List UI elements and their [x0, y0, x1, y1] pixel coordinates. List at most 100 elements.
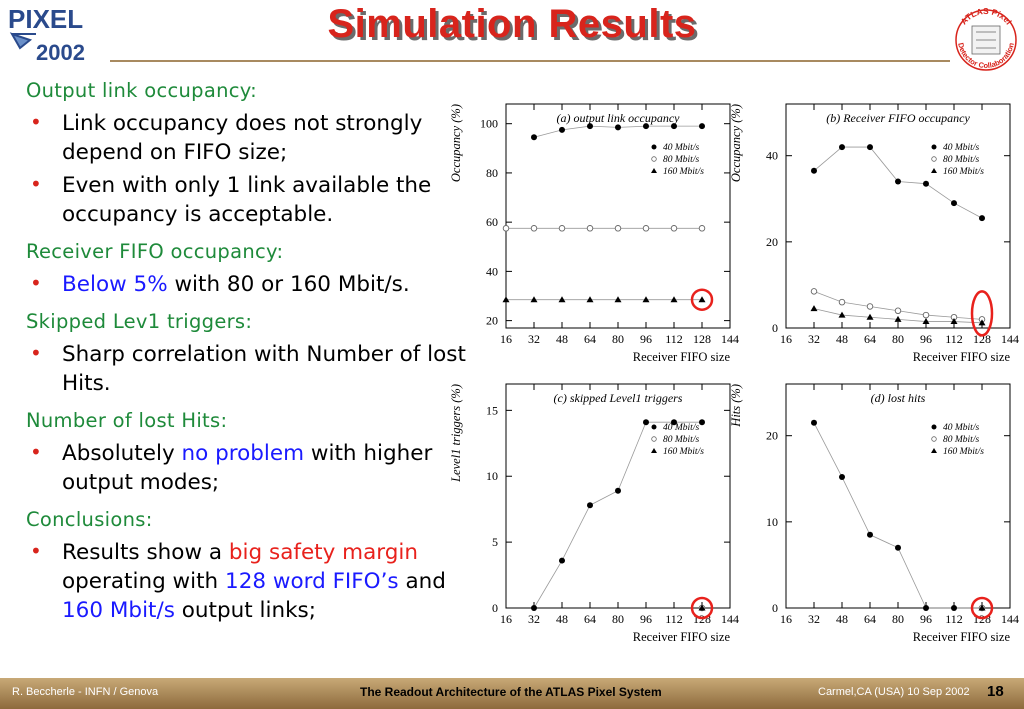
x-tick-label: 112	[945, 612, 963, 626]
y-tick-label: 0	[492, 601, 498, 615]
legend-marker	[651, 168, 657, 173]
data-point	[698, 225, 706, 232]
x-tick-label: 32	[808, 612, 820, 626]
data-point	[839, 474, 845, 481]
bullet-marker: •	[30, 271, 42, 295]
heading-receiver-fifo: Receiver FIFO occupancy:	[26, 240, 284, 263]
plot-frame	[505, 383, 731, 609]
x-tick-label: 48	[556, 612, 568, 626]
x-tick-label: 80	[612, 612, 624, 626]
x-axis-label: Receiver FIFO size	[633, 350, 731, 362]
data-point	[670, 296, 678, 303]
bullet-item: • Results show a big safety margin operat…	[26, 538, 466, 625]
footer-venue-date: Carmel,CA (USA) 10 Sep 2002	[818, 686, 970, 698]
legend-label: 80 Mbit/s	[663, 435, 699, 445]
x-tick-label: 96	[640, 612, 652, 626]
data-point	[811, 167, 817, 174]
data-point	[558, 296, 566, 303]
chart-title: (c) skipped Level1 triggers	[554, 391, 683, 405]
chart-skipped-level1: 16 32 48 64 80 96 112 128 144 0 5 10 15 Receiver FIFO…	[440, 376, 740, 642]
bullet-marker: •	[30, 341, 42, 365]
data-point	[923, 180, 929, 187]
data-point	[699, 123, 705, 130]
data-point	[586, 296, 594, 303]
data-point	[951, 200, 957, 207]
x-tick-label: 16	[780, 332, 792, 346]
data-point	[671, 123, 677, 130]
x-tick-label: 112	[665, 612, 683, 626]
bullet-text-5-mid: operating with	[62, 569, 226, 594]
chart-output-link-occupancy: 16 32 48 64 80 96 112 128 144 20 40 60 80 100 Receiver…	[440, 96, 740, 362]
y-tick-label: 40	[486, 264, 498, 278]
x-tick-label: 16	[500, 612, 512, 626]
legend-label: 160 Mbit/s	[663, 447, 704, 457]
data-point	[671, 419, 677, 426]
data-point	[586, 225, 594, 232]
bullet-text-4-pre: Absolutely	[62, 441, 182, 466]
x-axis-label: Receiver FIFO size	[633, 630, 731, 642]
data-point	[979, 215, 985, 222]
y-tick-label: 0	[772, 321, 778, 335]
data-point	[895, 178, 901, 185]
x-tick-label: 64	[584, 332, 596, 346]
x-tick-label: 144	[721, 332, 739, 346]
data-point	[559, 126, 565, 133]
x-tick-label: 144	[721, 612, 739, 626]
y-tick-label: 5	[492, 535, 498, 549]
x-tick-label: 96	[640, 332, 652, 346]
y-tick-label: 100	[480, 117, 498, 131]
legend-marker	[931, 424, 937, 430]
data-point	[978, 319, 986, 326]
bullet-text-5-blue2: 160 Mbit/s	[62, 598, 175, 623]
highlight-circle	[690, 596, 714, 620]
y-axis-label: Level1 triggers (%)	[449, 384, 463, 483]
y-tick-label: 20	[766, 235, 778, 249]
data-point	[699, 419, 705, 426]
data-point	[559, 557, 565, 564]
data-point	[810, 288, 818, 295]
data-point	[670, 225, 678, 232]
legend-label: 40 Mbit/s	[943, 143, 979, 153]
chart-title: (d) lost hits	[871, 391, 926, 405]
chart-b-svg: 16 32 48 64 80 96 112 128 144 0 20 40 Receiver FIFO …	[729, 103, 1019, 362]
data-point	[502, 225, 510, 232]
bullet-marker: •	[30, 440, 42, 464]
data-point	[867, 531, 873, 538]
x-tick-label: 80	[892, 332, 904, 346]
data-point	[698, 296, 706, 303]
y-axis-label: Occupancy (%)	[729, 104, 743, 182]
pixel2002-logo: PIXEL 2002	[6, 4, 106, 66]
data-point	[642, 225, 650, 232]
logo-right-top-text: ATLAS Pixel	[958, 6, 1013, 26]
bullet-marker: •	[30, 172, 42, 196]
data-point	[614, 225, 622, 232]
x-tick-label: 80	[892, 612, 904, 626]
y-tick-label: 80	[486, 166, 498, 180]
x-tick-label: 96	[920, 612, 932, 626]
data-point	[587, 123, 593, 130]
bullet-marker: •	[30, 539, 42, 563]
chart-lost-hits: 16 32 48 64 80 96 112 128 144 0 10 20 Receiver FIFO …	[720, 376, 1020, 642]
legend-marker	[931, 436, 937, 442]
bullet-text-5-and: and	[398, 569, 446, 594]
data-point	[530, 296, 538, 303]
legend-label: 80 Mbit/s	[943, 155, 979, 165]
bullet-item: • Sharp correlation with Number of lost H…	[26, 340, 466, 398]
data-point	[950, 318, 958, 325]
data-point	[951, 605, 957, 611]
bullet-text-5-blue1: 128 word FIFO’s	[225, 569, 399, 594]
x-tick-label: 64	[584, 612, 596, 626]
tree-icon	[9, 32, 36, 50]
bullet-item: • Even with only 1 link available the occ…	[26, 171, 466, 229]
legend-marker	[931, 144, 937, 150]
bullet-text-4-emph: no problem	[181, 441, 305, 466]
data-point	[895, 544, 901, 551]
y-tick-label: 40	[766, 149, 778, 163]
data-point	[502, 296, 510, 303]
x-axis-label: Receiver FIFO size	[913, 350, 1011, 362]
x-tick-label: 144	[1001, 612, 1019, 626]
footer-bar	[0, 678, 1024, 709]
legend-label: 40 Mbit/s	[663, 143, 699, 153]
